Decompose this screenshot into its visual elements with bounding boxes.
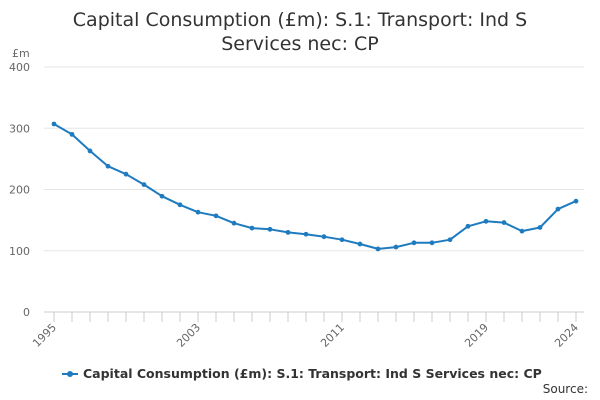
- data-point[interactable]: [195, 209, 201, 215]
- data-point[interactable]: [339, 237, 345, 243]
- series-line: [53, 123, 577, 250]
- data-point[interactable]: [267, 226, 273, 232]
- y-axis-ticks: 0 100 200 300 400: [9, 61, 30, 319]
- data-point[interactable]: [573, 198, 579, 204]
- data-point[interactable]: [213, 213, 219, 219]
- data-point[interactable]: [483, 218, 489, 224]
- data-point[interactable]: [321, 234, 327, 240]
- source-label: Source:: [542, 382, 588, 396]
- x-tick-label: 2003: [174, 321, 203, 350]
- data-point[interactable]: [141, 182, 147, 188]
- data-point[interactable]: [69, 131, 75, 137]
- legend[interactable]: Capital Consumption (£m): S.1: Transport…: [62, 366, 542, 381]
- data-point[interactable]: [447, 237, 453, 243]
- data-point[interactable]: [465, 223, 471, 229]
- x-tick-label: 2011: [318, 321, 347, 350]
- data-point[interactable]: [393, 244, 399, 250]
- data-point[interactable]: [285, 229, 291, 235]
- x-tick-label: 2024: [552, 321, 581, 350]
- data-point[interactable]: [375, 246, 381, 252]
- x-tick-label: 2019: [462, 321, 491, 350]
- data-point[interactable]: [411, 240, 417, 246]
- data-point[interactable]: [159, 193, 165, 199]
- data-point[interactable]: [105, 163, 111, 169]
- y-tick-label: 300: [9, 122, 30, 135]
- y-tick-label: 200: [9, 184, 30, 197]
- data-point[interactable]: [87, 148, 93, 154]
- y-axis-label: £m: [12, 47, 30, 60]
- series-group: [51, 121, 579, 252]
- data-point[interactable]: [501, 220, 507, 225]
- data-point[interactable]: [249, 225, 255, 231]
- legend-label: Capital Consumption (£m): S.1: Transport…: [83, 366, 542, 381]
- y-tick-label: 400: [9, 61, 30, 74]
- gridlines: [44, 66, 584, 313]
- data-point[interactable]: [537, 225, 543, 230]
- data-point[interactable]: [123, 171, 129, 177]
- x-tick-label: 1995: [30, 321, 59, 350]
- data-point[interactable]: [303, 231, 309, 237]
- data-point[interactable]: [177, 202, 183, 208]
- data-point[interactable]: [357, 241, 363, 247]
- data-point[interactable]: [231, 220, 237, 226]
- data-point[interactable]: [51, 121, 57, 127]
- y-tick-label: 0: [23, 306, 30, 319]
- chart-title: Capital Consumption (£m): S.1: Transport…: [72, 9, 528, 55]
- data-point[interactable]: [429, 240, 435, 246]
- data-point[interactable]: [555, 206, 561, 212]
- legend-swatch: [62, 368, 78, 380]
- x-axis-ticks: 1995 2003 2011 2019 2024: [30, 312, 581, 350]
- y-tick-label: 100: [9, 245, 30, 258]
- data-point[interactable]: [519, 228, 525, 234]
